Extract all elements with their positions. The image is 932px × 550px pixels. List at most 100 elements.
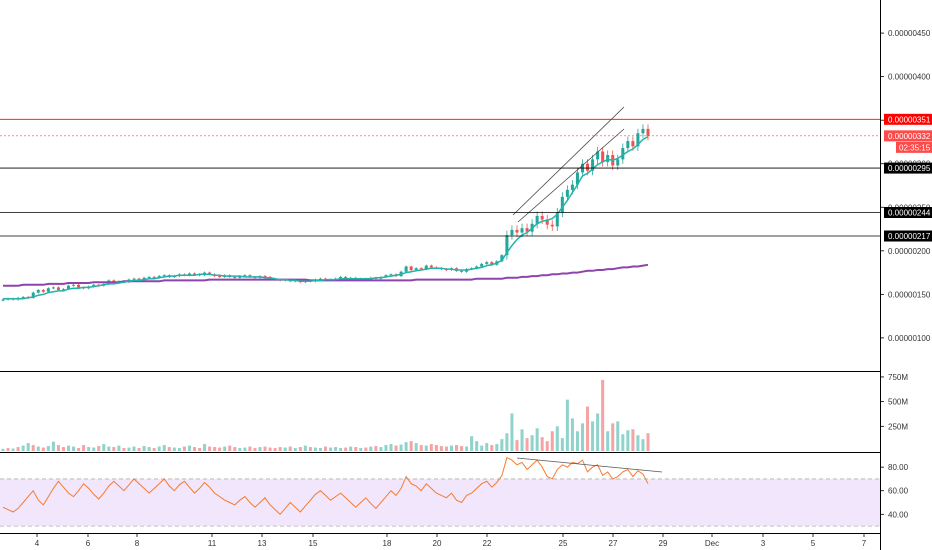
- candle-body: [157, 276, 161, 278]
- trend-channel-upper[interactable]: [512, 106, 625, 216]
- volume-bar: [97, 446, 101, 451]
- volume-bar: [465, 446, 469, 451]
- candle-body: [596, 151, 600, 160]
- volume-bar: [157, 446, 161, 451]
- volume-bar: [167, 447, 171, 451]
- candle-body: [61, 289, 65, 291]
- price-badge: [884, 230, 932, 242]
- price-badge-label: 0.00000244: [888, 208, 931, 217]
- time-axis-tick-label: 5: [811, 539, 816, 548]
- candle-body: [535, 215, 539, 224]
- time-axis-tick-label: 6: [86, 539, 91, 548]
- volume-bar: [192, 447, 196, 451]
- candle-body: [490, 262, 494, 265]
- volume-bar: [298, 447, 302, 451]
- volume-bar: [334, 447, 338, 451]
- volume-bar: [107, 446, 111, 451]
- volume-bar: [470, 436, 474, 451]
- candle-body: [404, 266, 408, 272]
- time-axis-tick-label: 7: [862, 539, 867, 548]
- volume-bar: [208, 446, 212, 451]
- time-axis-tick-label: 22: [483, 539, 492, 548]
- candle-body: [21, 296, 25, 298]
- volume-axis[interactable]: 750M 500M 250M: [880, 373, 908, 431]
- volume-bar: [233, 447, 237, 451]
- candle-body: [162, 275, 166, 277]
- volume-bar: [253, 448, 257, 451]
- volume-bar: [137, 448, 141, 451]
- rsi-axis[interactable]: 80.00 60.00 40.00: [880, 463, 909, 519]
- candle-body: [414, 268, 418, 270]
- candle-body: [475, 266, 479, 269]
- volume-bar: [500, 439, 504, 451]
- volume-bar: [172, 447, 176, 451]
- volume-bar: [424, 445, 428, 451]
- candle-body: [520, 228, 524, 233]
- volume-bar: [616, 421, 620, 451]
- volume-bar: [112, 447, 116, 451]
- volume-bar: [646, 433, 650, 451]
- candle-body: [66, 285, 71, 290]
- countdown-badge: [896, 141, 932, 153]
- volume-bar: [394, 445, 398, 451]
- volume-bar: [117, 445, 121, 451]
- volume-bar: [313, 447, 317, 451]
- rsi-axis-tick-label: 40.00: [888, 510, 909, 519]
- volume-bar: [429, 444, 433, 451]
- candle-body: [339, 276, 343, 279]
- trend-channel-lower[interactable]: [517, 128, 625, 223]
- volume-bar: [535, 428, 539, 451]
- candle-body: [344, 276, 348, 279]
- volume-bar: [460, 446, 464, 451]
- volume-bar: [339, 448, 343, 451]
- rsi-line: [2, 456, 649, 516]
- volume-bar: [374, 446, 378, 451]
- volume-bar: [182, 446, 186, 451]
- volume-bar: [621, 434, 625, 451]
- volume-bar: [449, 445, 453, 451]
- volume-bar: [560, 438, 564, 451]
- volume-bar: [575, 431, 579, 451]
- volume-bar: [51, 441, 55, 451]
- candle-body: [1, 299, 5, 301]
- candle-body: [631, 141, 635, 147]
- countdown-label: 02:35:15: [899, 143, 931, 152]
- volume-bar: [142, 446, 146, 451]
- candle-body: [636, 133, 640, 147]
- volume-bar: [1, 448, 5, 451]
- volume-bar: [490, 445, 494, 451]
- volume-bar: [308, 447, 312, 451]
- volume-bar: [177, 448, 181, 451]
- volume-bar: [550, 431, 554, 451]
- price-axis-tick-label: 0.00000100: [888, 334, 931, 343]
- volume-bar: [258, 447, 262, 451]
- price-axis-tick-label: 0.00000400: [888, 73, 931, 82]
- rsi-axis-tick-label: 60.00: [888, 487, 909, 496]
- candle-body: [36, 290, 40, 293]
- rsi-divergence-line[interactable]: [516, 457, 663, 473]
- candle-body: [606, 155, 610, 162]
- candle-body: [409, 266, 413, 270]
- candle-body: [218, 276, 222, 278]
- time-axis[interactable]: 4 6 8 11 13 15 18 20 22 25 27 29 Dec 3 5 7: [35, 533, 867, 548]
- rsi-pane[interactable]: [0, 456, 880, 527]
- volume-bar: [389, 444, 393, 451]
- volume-bar: [404, 442, 408, 451]
- volume-pane[interactable]: [1, 379, 650, 451]
- volume-bar: [147, 447, 151, 451]
- candle-body: [641, 128, 645, 134]
- volume-bar: [364, 447, 368, 451]
- time-axis-tick-label: 11: [208, 539, 217, 548]
- volume-bar: [520, 429, 524, 451]
- candle-body: [505, 235, 509, 256]
- candle-body: [626, 141, 630, 149]
- time-axis-tick-label: 18: [383, 539, 392, 548]
- volume-bar: [354, 447, 358, 451]
- volume-bar: [203, 444, 207, 451]
- time-axis-tick-label: 13: [258, 539, 267, 548]
- volume-bar: [318, 448, 322, 451]
- candle-body: [429, 265, 433, 268]
- rsi-band: [0, 478, 880, 527]
- price-pane[interactable]: [0, 106, 880, 302]
- volume-axis-tick-label: 500M: [888, 398, 908, 407]
